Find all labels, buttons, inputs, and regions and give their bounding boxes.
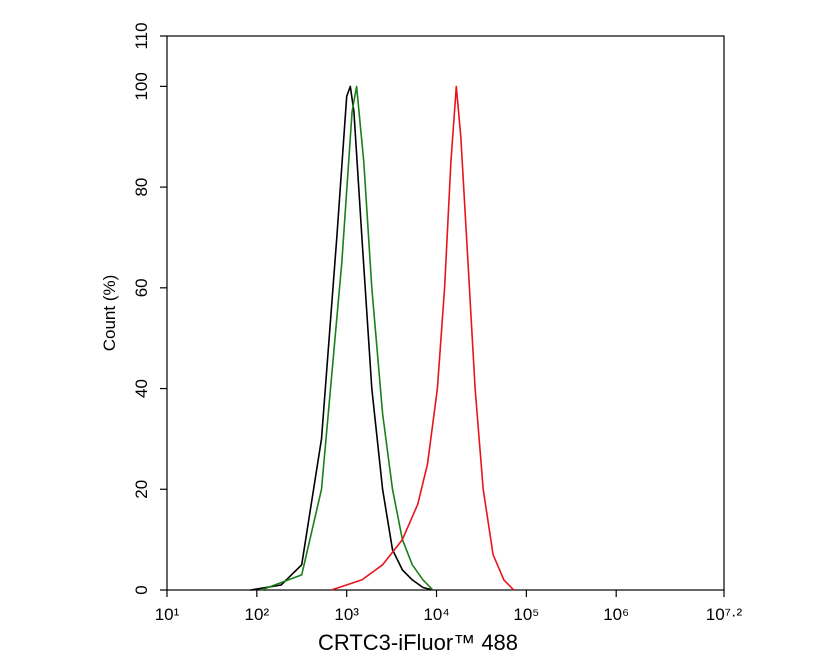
y-tick-label: 110 — [132, 22, 151, 49]
y-tick-label: 40 — [132, 379, 151, 398]
y-tick-label: 60 — [132, 278, 151, 297]
x-tick-label: 10⁶ — [603, 605, 629, 624]
x-tick-label: 10⁴ — [423, 605, 449, 624]
x-tick-label: 10⁷·² — [706, 605, 743, 624]
x-tick-label: 10¹ — [155, 605, 180, 624]
y-tick-label: 0 — [132, 585, 151, 594]
y-tick-label: 100 — [132, 72, 151, 100]
histogram-curve — [250, 85, 434, 591]
x-tick-label: 10³ — [334, 605, 359, 624]
y-axis-label: Count (%) — [100, 275, 119, 352]
histogram-curve — [331, 85, 515, 591]
y-tick-label: 20 — [132, 480, 151, 499]
histogram-curve — [261, 85, 434, 591]
x-axis-label: CRTC3-iFluor™ 488 — [318, 630, 518, 655]
y-tick-label: 80 — [132, 178, 151, 197]
x-tick-label: 10² — [245, 605, 270, 624]
plot-frame — [166, 35, 725, 591]
x-tick-label: 10⁵ — [513, 605, 539, 624]
